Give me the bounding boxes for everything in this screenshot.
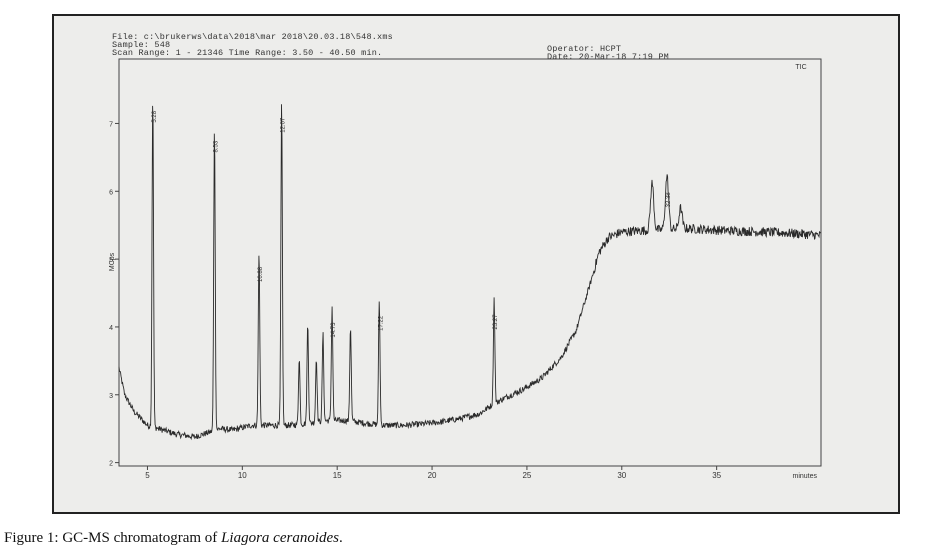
y-axis-label: MCps bbox=[109, 252, 116, 271]
scan-range-label: Scan Range: 1 - 21346 Time Range: 3.50 -… bbox=[112, 48, 383, 58]
y-tick-label: 6 bbox=[109, 189, 113, 196]
file-path-label: File: c:\brukerws\data\2018\mar 2018\20.… bbox=[112, 32, 393, 42]
caption-suffix: . bbox=[338, 530, 343, 546]
operator-label: Operator: HCPT bbox=[547, 44, 622, 54]
plot-area-border bbox=[118, 58, 822, 467]
y-tick-label: 4 bbox=[109, 325, 113, 332]
peak-label: 5.28 bbox=[152, 110, 158, 122]
peak-label: 32.38 bbox=[666, 192, 672, 208]
tic-trace bbox=[118, 104, 822, 441]
sample-label: Sample: 548 bbox=[112, 40, 171, 50]
x-tick-label: 15 bbox=[333, 471, 342, 480]
peak-label: 12.07 bbox=[281, 117, 287, 133]
operator-header: Operator: HCPT Date: 20-Mar-18 7:19 PM bbox=[547, 44, 669, 62]
y-tick-label: 7 bbox=[109, 121, 113, 128]
y-tick-label: 3 bbox=[109, 393, 113, 400]
x-axis-label: minutes bbox=[792, 473, 817, 480]
x-tick-label: 20 bbox=[428, 471, 437, 480]
x-tick-label: 25 bbox=[522, 471, 531, 480]
trace-label: TIC bbox=[795, 64, 806, 71]
date-label: Date: 20-Mar-18 7:19 PM bbox=[547, 52, 669, 62]
peak-label: 17.22 bbox=[378, 315, 384, 331]
caption-species: Liagora ceranoides bbox=[221, 530, 339, 546]
x-tick-label: 30 bbox=[617, 471, 626, 480]
y-tick-label: 2 bbox=[109, 461, 113, 468]
x-tick-label: 10 bbox=[238, 471, 247, 480]
peak-label: 23.27 bbox=[493, 314, 499, 330]
x-tick-label: 35 bbox=[712, 471, 721, 480]
chromatogram-photo: File: c:\brukerws\data\2018\mar 2018\20.… bbox=[52, 14, 900, 514]
x-tick-label: 5 bbox=[145, 471, 150, 480]
peak-label: 8.53 bbox=[213, 140, 219, 152]
peak-label: 14.73 bbox=[331, 322, 337, 338]
y-tick-label: 5 bbox=[109, 257, 113, 264]
figure-caption: Figure 1: GC-MS chromatogram of Liagora … bbox=[4, 530, 343, 547]
run-info-header: File: c:\brukerws\data\2018\mar 2018\20.… bbox=[112, 32, 393, 58]
caption-prefix: Figure 1: GC-MS chromatogram of bbox=[4, 530, 222, 546]
chromatogram-chart: 5 10 15 20 25 30 35 2 3 4 5 6 7 minutes MCps TIC 5.28 8.5… bbox=[109, 58, 822, 480]
peak-label: 10.88 bbox=[258, 266, 264, 282]
